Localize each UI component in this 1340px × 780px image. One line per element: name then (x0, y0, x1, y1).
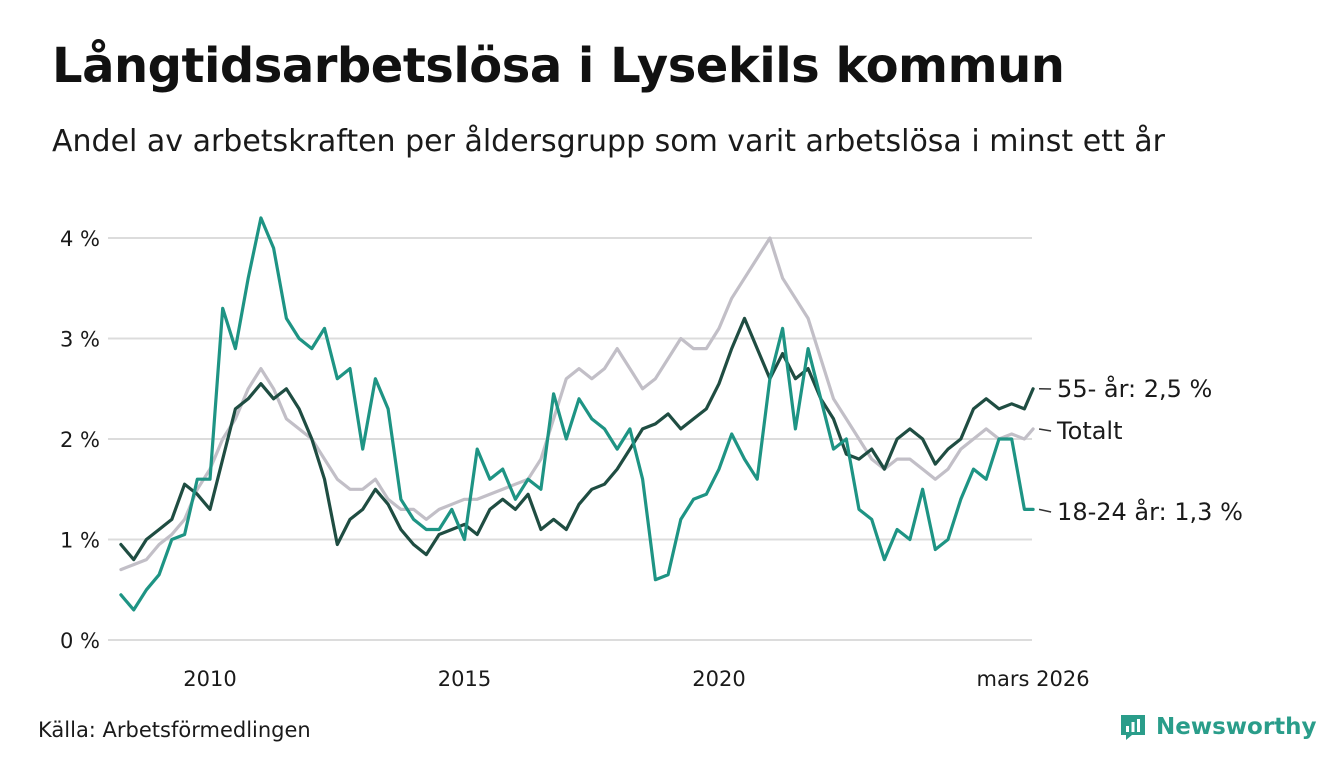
x-tick-label: mars 2026 (977, 667, 1090, 691)
series-line-55-r (119, 316, 1035, 562)
y-tick-label: 4 % (60, 227, 100, 251)
line-chart: 0 % 1 % 2 % 3 % 4 % 2010 2015 2020 mars 2026 To… (60, 216, 1243, 691)
x-tick-label: 2015 (438, 667, 491, 691)
brand-logo[interactable]: Newsworthy (1118, 712, 1317, 742)
x-tick-label: 2010 (183, 667, 236, 691)
newsworthy-logo-icon (1121, 715, 1145, 740)
series-end-labels: Totalt 55- år: 2,5 % 18-24 år: 1,3 % (1038, 374, 1243, 526)
grid-lines (108, 237, 1032, 641)
end-label: 55- år: 2,5 % (1057, 374, 1212, 403)
end-label: 18-24 år: 1,3 % (1057, 497, 1243, 526)
end-label: Totalt (1056, 417, 1122, 445)
chart-title: Långtidsarbetslösa i Lysekils kommun (52, 38, 1065, 94)
y-tick-label: 3 % (60, 328, 100, 352)
x-axis-ticks: 2010 2015 2020 mars 2026 (183, 667, 1089, 691)
series-lines (119, 216, 1035, 612)
y-tick-label: 0 % (60, 629, 100, 653)
y-tick-label: 2 % (60, 428, 100, 452)
brand-name: Newsworthy (1156, 714, 1317, 740)
source-note: Källa: Arbetsförmedlingen (38, 718, 311, 742)
y-axis-ticks: 0 % 1 % 2 % 3 % 4 % (60, 227, 100, 653)
end-label-connector (1038, 508, 1052, 513)
series-line-18-24-r (119, 216, 1035, 612)
chart-subtitle: Andel av arbetskraften per åldersgrupp s… (52, 124, 1165, 159)
x-tick-label: 2020 (692, 667, 745, 691)
end-label-connector (1038, 428, 1052, 432)
y-tick-label: 1 % (60, 529, 100, 553)
